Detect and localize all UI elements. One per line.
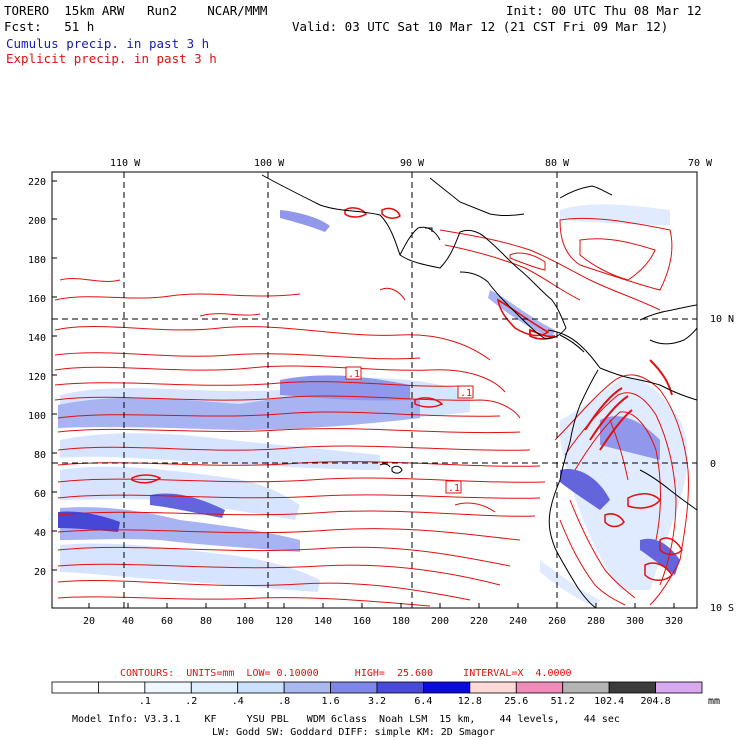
lat-label-10s: 10 S bbox=[710, 603, 734, 614]
legend-swatch bbox=[469, 681, 517, 694]
y-tick-label: 100 bbox=[28, 411, 46, 422]
y-tick-label: 120 bbox=[28, 372, 46, 383]
explicit-precip-contours bbox=[54, 207, 689, 607]
legend-swatch bbox=[655, 681, 703, 694]
legend-swatch bbox=[51, 681, 99, 694]
legend-label: 25.6 bbox=[504, 696, 528, 707]
cumulus-label: Cumulus precip. in past 3 h bbox=[6, 36, 210, 51]
legend-swatch bbox=[376, 681, 424, 694]
legend-swatch bbox=[283, 681, 331, 694]
contour-label-boxes bbox=[345, 366, 474, 494]
y-tick-label: 20 bbox=[34, 567, 46, 578]
legend-label: .4 bbox=[232, 696, 244, 707]
lon-label-110w: 110 W bbox=[110, 158, 141, 169]
x-tick-label: 120 bbox=[275, 616, 293, 627]
legend-swatch bbox=[144, 681, 192, 694]
legend-label: 6.4 bbox=[414, 696, 432, 707]
legend-label: .8 bbox=[278, 696, 290, 707]
y-tick-label: 160 bbox=[28, 294, 46, 305]
legend-label: .2 bbox=[185, 696, 197, 707]
legend-label: 102.4 bbox=[594, 696, 624, 707]
y-tick-label: 40 bbox=[34, 528, 46, 539]
legend-label: 12.8 bbox=[458, 696, 482, 707]
legend-label: 204.8 bbox=[641, 696, 671, 707]
legend-swatch bbox=[237, 681, 285, 694]
contour-label: .1 bbox=[448, 483, 460, 494]
cumulus-precip-shading bbox=[58, 204, 688, 607]
x-tick-label: 180 bbox=[392, 616, 410, 627]
x-tick-label: 60 bbox=[161, 616, 173, 627]
y-tick-label: 80 bbox=[34, 450, 46, 461]
x-tick-label: 100 bbox=[236, 616, 254, 627]
y-tick-label: 140 bbox=[28, 333, 46, 344]
contour-label: .1 bbox=[348, 369, 360, 380]
legend-label: 3.2 bbox=[368, 696, 386, 707]
valid-time: Valid: 03 UTC Sat 10 Mar 12 (21 CST Fri … bbox=[292, 19, 669, 34]
lon-label-90w: 90 W bbox=[400, 158, 425, 169]
x-tick-label: 220 bbox=[470, 616, 488, 627]
legend-swatch bbox=[423, 681, 471, 694]
legend-swatch bbox=[98, 681, 146, 694]
lat-label-10n: 10 N bbox=[710, 314, 734, 325]
x-tick-label: 40 bbox=[122, 616, 134, 627]
legend-swatch bbox=[190, 681, 239, 694]
legend-label: .1 bbox=[139, 696, 151, 707]
x-tick-label: 260 bbox=[548, 616, 566, 627]
x-tick-label: 300 bbox=[626, 616, 644, 627]
legend-swatch bbox=[608, 681, 656, 694]
y-tick-label: 60 bbox=[34, 489, 46, 500]
x-tick-label: 140 bbox=[314, 616, 332, 627]
x-tick-label: 320 bbox=[665, 616, 683, 627]
model-title: TORERO 15km ARW Run2 NCAR/MMM bbox=[4, 3, 268, 18]
forecast-hour: Fcst: 51 h bbox=[4, 19, 95, 34]
legend-swatch bbox=[562, 681, 610, 694]
y-tick-label: 200 bbox=[28, 216, 46, 227]
x-tick-label: 20 bbox=[83, 616, 95, 627]
lat-label-0: 0 bbox=[710, 459, 716, 470]
legend-label: 51.2 bbox=[551, 696, 575, 707]
coastlines bbox=[261, 174, 697, 608]
legend-swatch bbox=[515, 681, 564, 694]
model-info-line1: Model Info: V3.3.1 KF YSU PBL WDM 6class… bbox=[72, 714, 620, 725]
y-tick-label: 180 bbox=[28, 255, 46, 266]
x-tick-label: 200 bbox=[431, 616, 449, 627]
lon-label-70w: 70 W bbox=[688, 158, 713, 169]
x-tick-label: 80 bbox=[200, 616, 212, 627]
lon-label-80w: 80 W bbox=[545, 158, 570, 169]
y-tick-label: 220 bbox=[28, 177, 46, 188]
contour-label: .1 bbox=[460, 388, 472, 399]
lon-label-100w: 100 W bbox=[254, 158, 285, 169]
x-tick-label: 160 bbox=[353, 616, 371, 627]
x-tick-label: 280 bbox=[587, 616, 605, 627]
explicit-label: Explicit precip. in past 3 h bbox=[6, 51, 217, 66]
legend-label: 1.6 bbox=[322, 696, 340, 707]
axis-ticks bbox=[52, 180, 675, 608]
x-tick-label: 240 bbox=[509, 616, 527, 627]
legend-colorbar bbox=[51, 681, 703, 694]
legend-swatch bbox=[330, 681, 378, 694]
map-frame bbox=[51, 171, 698, 609]
model-info-line2: LW: Godd SW: Goddard DIFF: simple KM: 2D… bbox=[212, 727, 495, 738]
contours-info: CONTOURS: UNITS=mm LOW= 0.10000 HIGH= 25… bbox=[120, 668, 572, 679]
init-time: Init: 00 UTC Thu 08 Mar 12 bbox=[506, 3, 702, 18]
legend-unit: mm bbox=[708, 696, 720, 707]
latlon-grid bbox=[52, 172, 697, 608]
